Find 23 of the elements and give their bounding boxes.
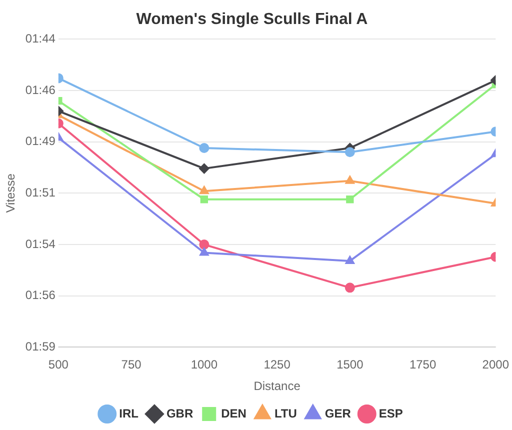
x-tick-label: 750 (121, 358, 142, 372)
legend-label: IRL (119, 406, 138, 420)
x-axis-title: Distance (254, 379, 301, 394)
legend-label: LTU (274, 406, 297, 420)
x-tick-label: 1250 (264, 358, 291, 372)
legend-label: ESP (378, 406, 403, 420)
x-tick-label: 1500 (336, 358, 364, 372)
y-tick-label: 01:46 (25, 82, 56, 97)
x-tick-label: 500 (48, 358, 69, 372)
x-tick-label: 2000 (482, 358, 510, 372)
y-tick-label: 01:44 (25, 32, 56, 46)
y-tick-label: 01:54 (25, 236, 56, 251)
y-axis-title: Vitesse (4, 173, 18, 213)
y-tick-label: 01:49 (25, 134, 56, 148)
legend-label: DEN (221, 406, 246, 420)
x-tick-label: 1750 (409, 358, 436, 372)
x-tick-label: 1000 (190, 358, 218, 372)
chart-title: Women's Single Sculls Final A (136, 11, 368, 28)
y-tick-label: 01:59 (25, 340, 56, 354)
legend-label: GER (324, 406, 352, 420)
legend-label: GBR (166, 406, 194, 420)
y-tick-label: 01:51 (25, 186, 56, 200)
y-tick-label: 01:56 (25, 288, 56, 302)
